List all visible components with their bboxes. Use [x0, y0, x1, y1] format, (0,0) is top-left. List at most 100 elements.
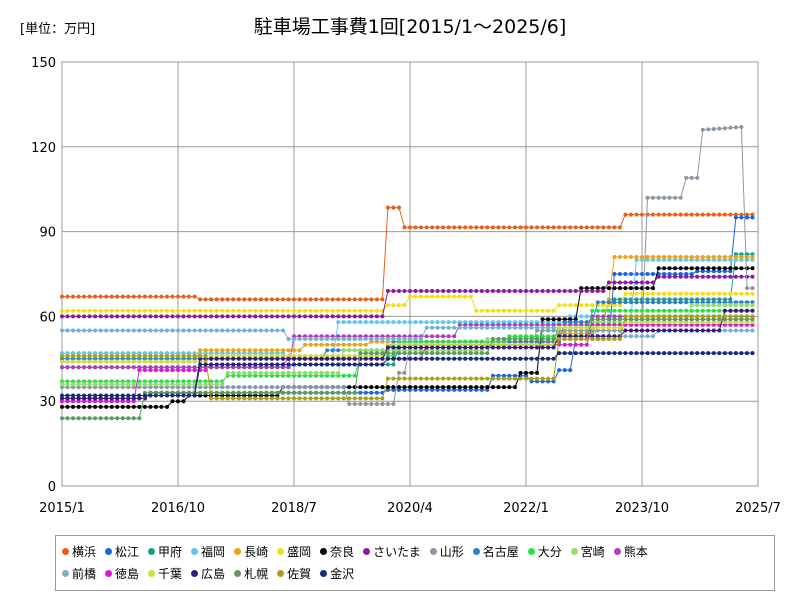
- data-point: [165, 328, 169, 333]
- data-point: [750, 266, 755, 271]
- data-point: [76, 416, 81, 421]
- data-point: [745, 303, 749, 308]
- data-point: [170, 390, 175, 395]
- data-point: [137, 314, 142, 319]
- data-point: [568, 320, 573, 325]
- data-point: [352, 334, 357, 339]
- data-point: [170, 359, 175, 364]
- data-point: [474, 387, 479, 392]
- data-point: [689, 297, 694, 302]
- data-point: [385, 334, 390, 339]
- data-point: [148, 294, 153, 299]
- data-point: [65, 328, 70, 333]
- data-point: [507, 320, 512, 325]
- data-point: [65, 382, 70, 387]
- data-point: [369, 402, 374, 406]
- data-point: [468, 387, 473, 392]
- data-point: [264, 328, 269, 333]
- data-point: [341, 354, 346, 358]
- data-point: [93, 308, 98, 313]
- data-point: [501, 225, 506, 230]
- data-point: [535, 342, 539, 347]
- data-point: [667, 291, 672, 296]
- data-point: [336, 362, 341, 367]
- data-point: [225, 314, 230, 319]
- data-point: [463, 289, 468, 293]
- data-point: [120, 416, 125, 421]
- data-point: [325, 356, 330, 361]
- data-point: [579, 322, 584, 327]
- data-point: [584, 314, 589, 319]
- data-point: [733, 125, 738, 130]
- data-point: [728, 266, 733, 271]
- data-point: [573, 320, 578, 325]
- data-point: [617, 328, 622, 333]
- data-point: [131, 314, 136, 319]
- data-point: [651, 297, 655, 302]
- data-point: [82, 294, 87, 299]
- data-point: [546, 379, 551, 384]
- data-point: [468, 322, 473, 327]
- data-point: [739, 215, 744, 220]
- data-point: [98, 354, 103, 358]
- data-point: [236, 354, 241, 358]
- data-point: [479, 225, 484, 230]
- data-point: [430, 351, 435, 356]
- data-point: [385, 385, 390, 390]
- data-point: [651, 257, 655, 262]
- data-point: [181, 308, 186, 313]
- data-point: [65, 404, 70, 409]
- data-point: [733, 274, 738, 279]
- data-point: [507, 385, 512, 390]
- data-point: [397, 337, 401, 341]
- data-point: [662, 297, 667, 302]
- data-point: [634, 286, 639, 291]
- data-point: [711, 317, 716, 322]
- data-point: [606, 300, 611, 305]
- data-point: [590, 308, 595, 313]
- data-point: [292, 356, 296, 361]
- data-point: [689, 328, 694, 333]
- data-point: [733, 351, 738, 356]
- data-point: [236, 297, 241, 302]
- data-point: [336, 297, 341, 302]
- data-point: [142, 404, 147, 409]
- data-point: [369, 314, 374, 319]
- data-point: [496, 339, 501, 344]
- data-point: [695, 328, 700, 333]
- data-point: [153, 379, 158, 384]
- data-point: [402, 387, 407, 392]
- data-point: [402, 225, 407, 230]
- data-point: [524, 373, 528, 378]
- data-point: [192, 351, 197, 356]
- data-point: [678, 272, 683, 276]
- data-point: [673, 291, 678, 296]
- data-point: [623, 255, 628, 259]
- data-point: [529, 339, 534, 344]
- data-point: [137, 382, 142, 387]
- data-point: [214, 385, 219, 390]
- data-point: [629, 308, 633, 313]
- data-point: [606, 286, 611, 291]
- data-point: [446, 339, 451, 344]
- legend-swatch: [277, 569, 285, 577]
- data-point: [728, 303, 733, 308]
- data-point: [584, 325, 589, 330]
- data-point: [485, 289, 490, 293]
- data-point: [137, 379, 142, 384]
- data-point: [750, 317, 755, 322]
- data-point: [501, 308, 506, 313]
- data-point: [170, 382, 175, 387]
- data-point: [529, 337, 534, 341]
- data-point: [557, 334, 562, 339]
- data-point: [264, 390, 269, 395]
- data-point: [363, 385, 368, 390]
- data-point: [689, 175, 694, 180]
- data-point: [490, 289, 495, 293]
- data-point: [739, 314, 744, 319]
- data-point: [347, 402, 352, 406]
- data-point: [573, 322, 578, 327]
- data-point: [87, 416, 92, 421]
- data-point: [496, 373, 501, 378]
- data-point: [584, 342, 589, 347]
